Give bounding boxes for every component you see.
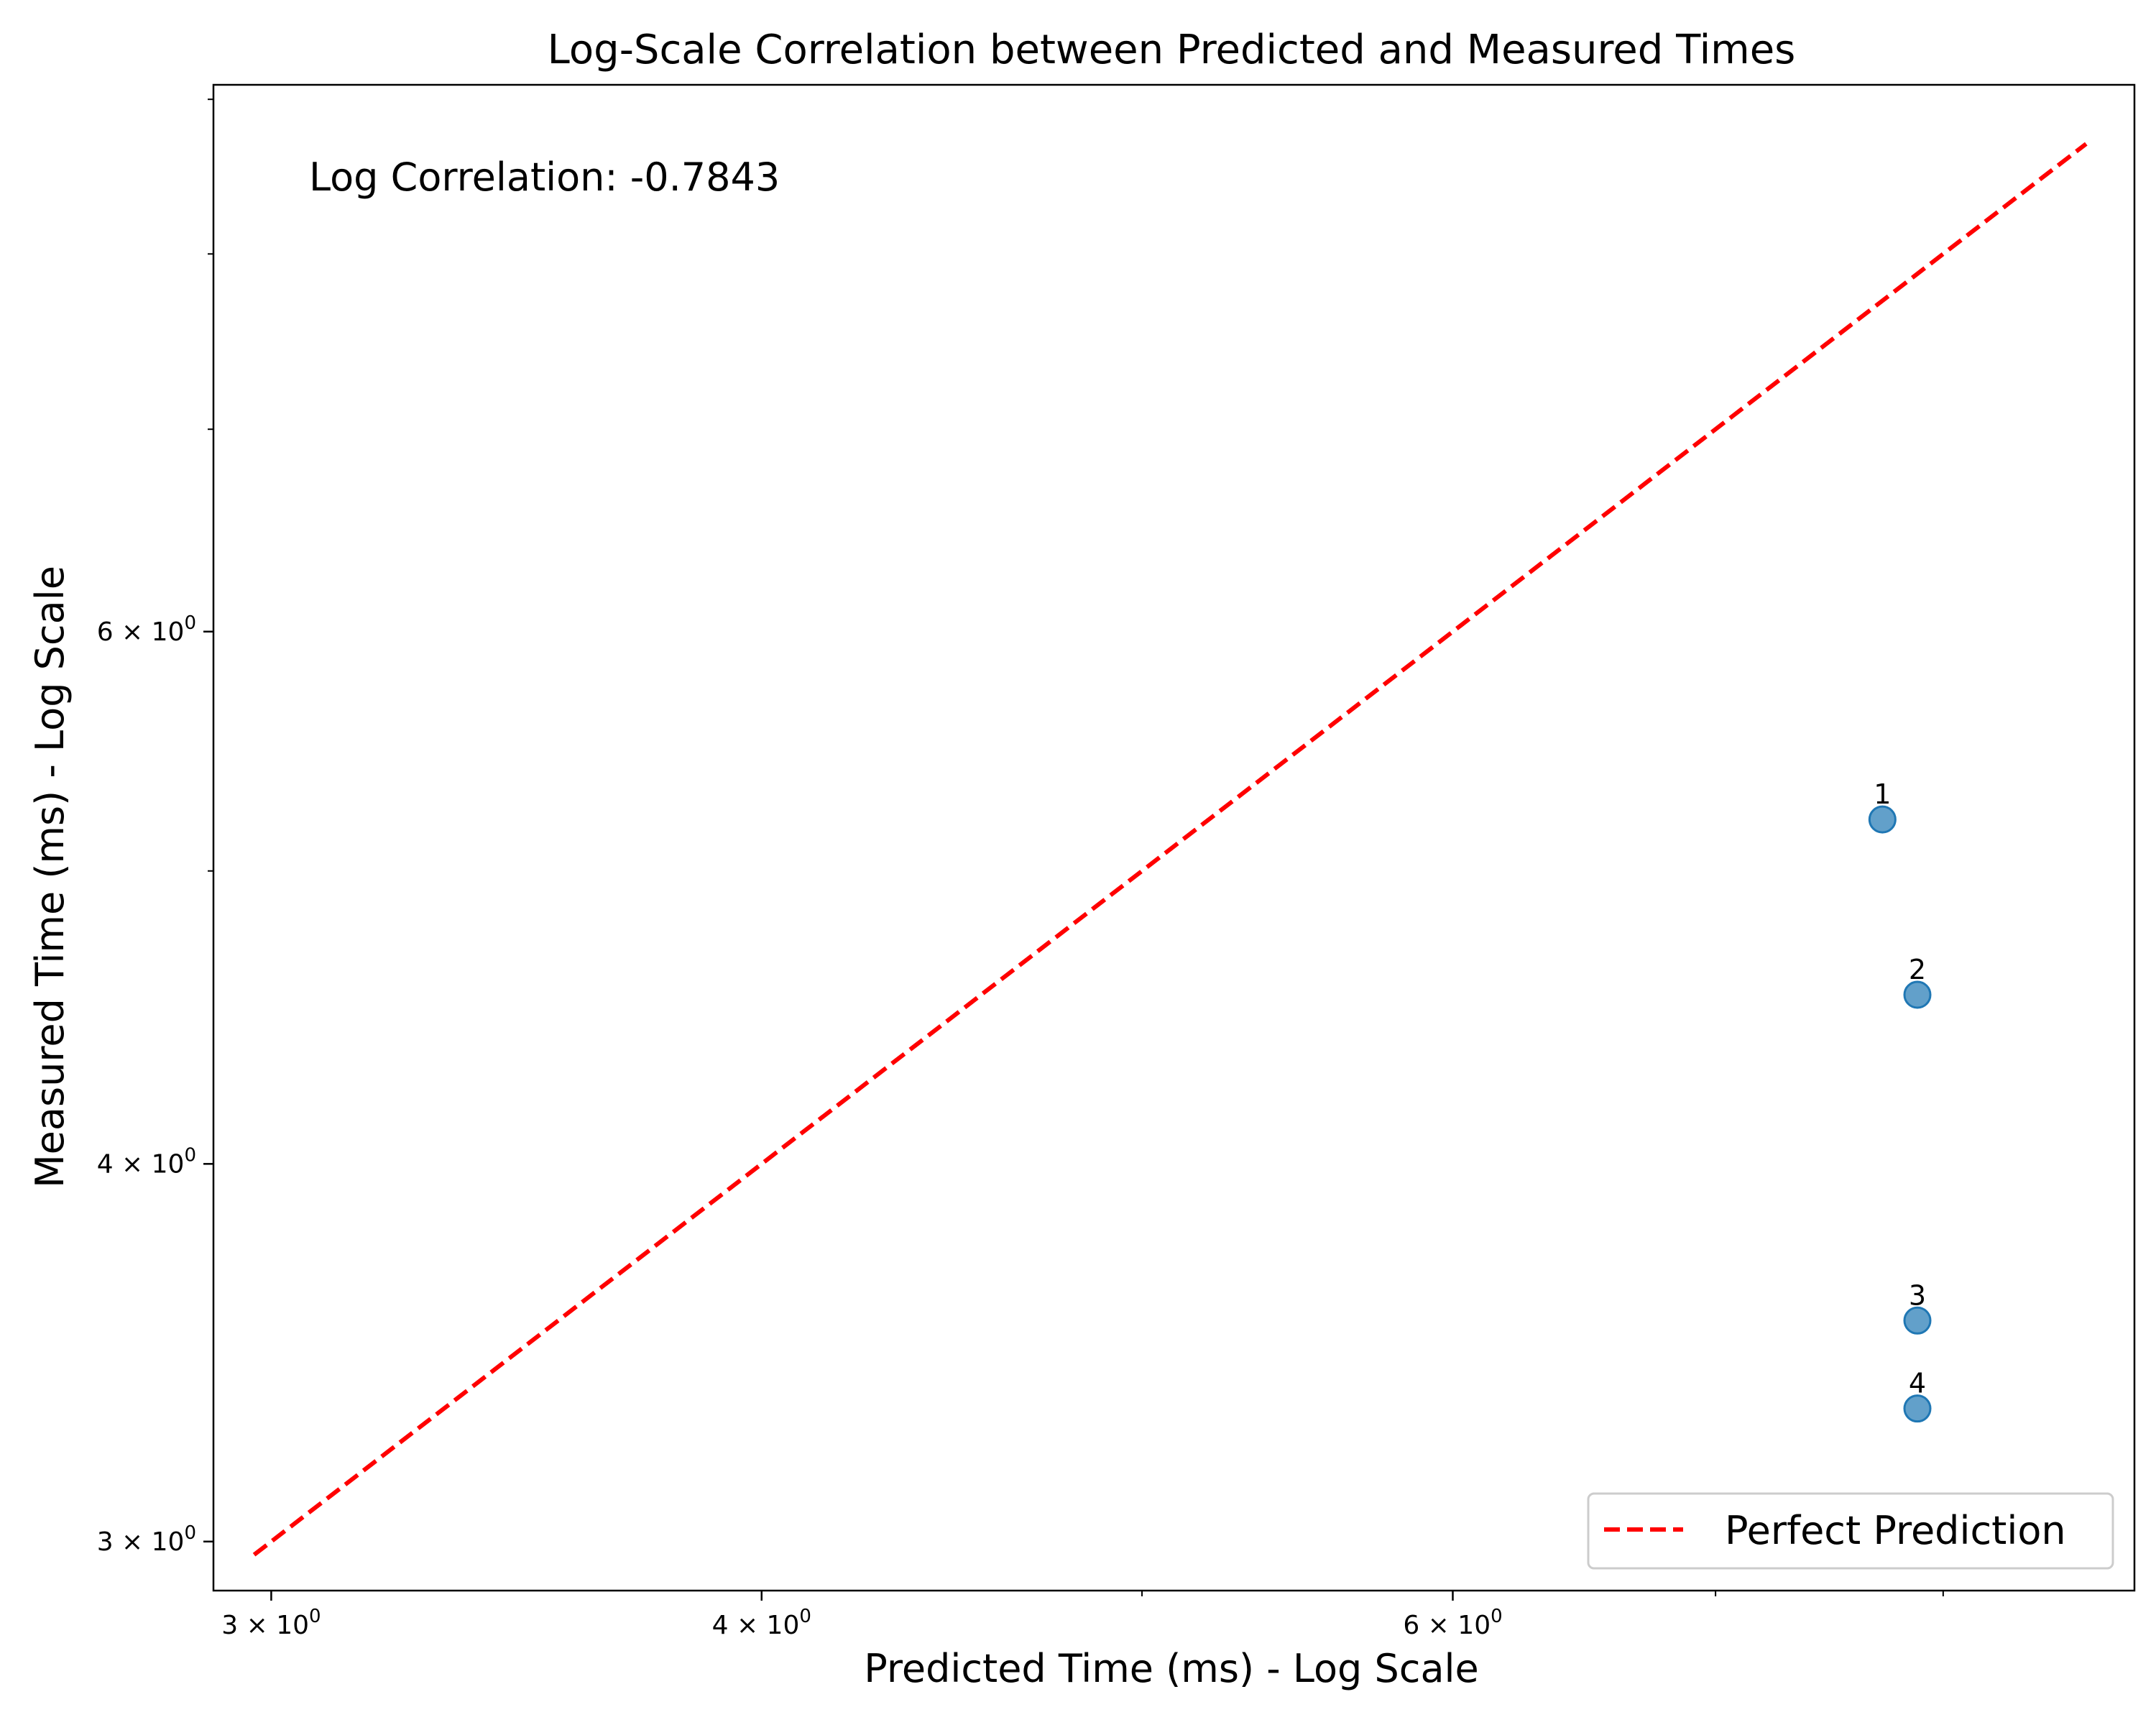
x-tick-label: 4 × 100: [712, 1606, 811, 1640]
correlation-annotation: Log Correlation: -0.7843: [309, 155, 780, 200]
data-point: [1903, 1394, 1932, 1423]
data-point: [1903, 980, 1932, 1009]
plot-frame: [212, 83, 2136, 1592]
data-point-label: 4: [1909, 1368, 1926, 1399]
chart-title: Log-Scale Correlation between Predicted …: [548, 27, 1796, 73]
x-tick-label: 3 × 100: [221, 1606, 321, 1640]
legend-box: [1587, 1492, 2114, 1570]
y-tick-label: 6 × 100: [97, 612, 196, 647]
data-point: [1868, 805, 1897, 834]
legend: Perfect Prediction: [1587, 1492, 2114, 1570]
data-point-label: 2: [1909, 954, 1926, 985]
y-tick-label: 4 × 100: [97, 1144, 196, 1179]
data-point: [1903, 1306, 1932, 1335]
data-point-label: 3: [1909, 1279, 1926, 1311]
y-tick-label: 3 × 100: [97, 1522, 196, 1557]
x-tick-label: 6 × 100: [1403, 1606, 1502, 1640]
data-point-label: 1: [1874, 778, 1891, 810]
y-axis-label: Measured Time (ms) - Log Scale: [27, 566, 73, 1188]
perfect-prediction-line: [252, 142, 2088, 1557]
x-axis-label: Predicted Time (ms) - Log Scale: [864, 1646, 1479, 1691]
legend-label: Perfect Prediction: [1725, 1508, 2066, 1553]
